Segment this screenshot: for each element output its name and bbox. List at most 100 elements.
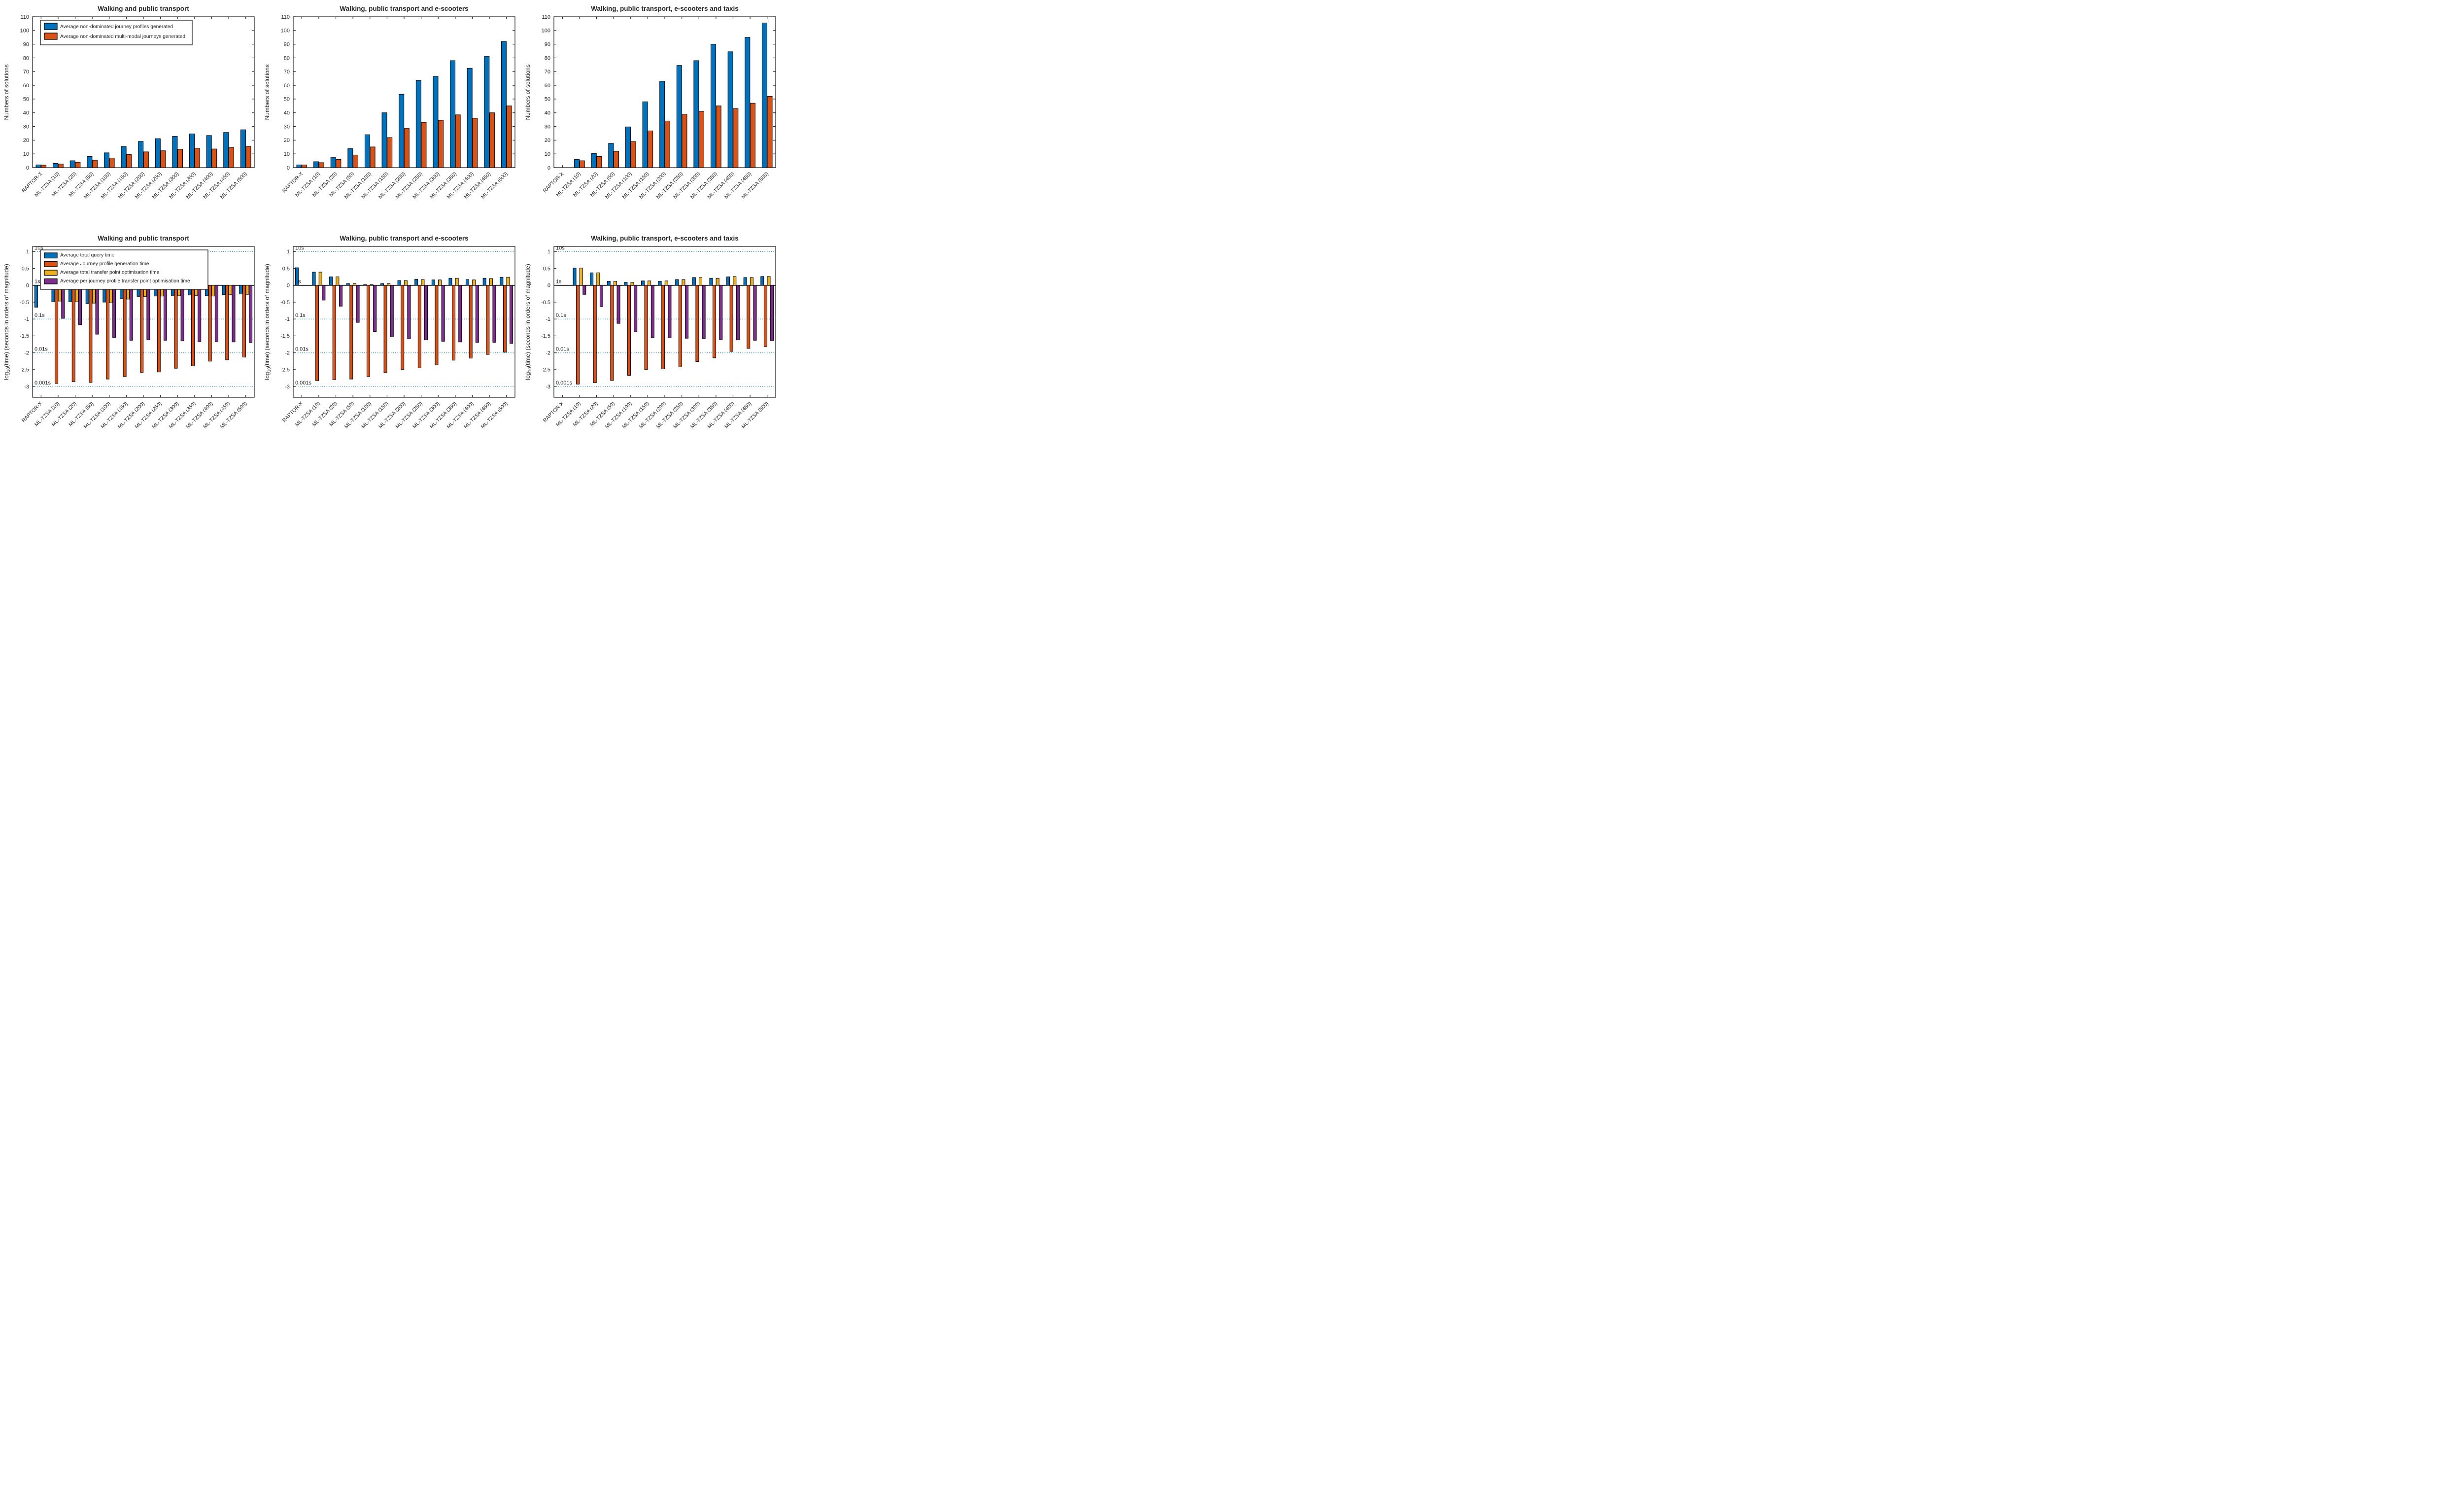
y-tick-label: 40 xyxy=(284,110,290,116)
y-tick-label: 0 xyxy=(287,165,290,171)
legend-label: Average non-dominated journey profiles g… xyxy=(60,24,173,30)
legend-label: Average per journey profile transfer poi… xyxy=(60,279,190,284)
bar-series-2-cat-8 xyxy=(174,285,178,369)
bar-series-1-cat-1 xyxy=(574,159,580,168)
y-tick-label: -1.5 xyxy=(20,333,29,339)
y-tick-label: 0 xyxy=(548,165,550,171)
bar-series-2-cat-9 xyxy=(452,285,456,361)
bar-series-2-cat-8 xyxy=(699,111,705,168)
bar-series-2-cat-6 xyxy=(661,285,665,369)
legend-box xyxy=(40,249,208,290)
bar-series-2-cat-4 xyxy=(627,285,631,376)
bar-series-2-cat-1 xyxy=(315,285,319,381)
bar-series-2-cat-11 xyxy=(750,103,755,168)
y-tick-label: -1 xyxy=(285,316,290,322)
legend-swatch-purple xyxy=(44,278,58,284)
bar-series-1-cat-0 xyxy=(295,267,299,286)
y-tick-label: 110 xyxy=(20,14,29,20)
bar-series-2-cat-7 xyxy=(157,285,161,373)
y-tick-label: 30 xyxy=(23,124,29,130)
legend-swatch-blue xyxy=(44,23,58,30)
bar-series-3-cat-1 xyxy=(579,268,583,286)
bar-series-1-cat-0 xyxy=(296,164,302,168)
bar-series-2-cat-6 xyxy=(664,120,670,168)
bar-series-3-cat-2 xyxy=(336,277,340,286)
legend-swatch-orange xyxy=(44,33,58,40)
time-scale-label: 0.01s xyxy=(295,347,308,352)
y-axis-label: Numbers of solutions xyxy=(3,65,10,120)
bar-series-1-cat-9 xyxy=(711,44,717,168)
y-tick-label: 0 xyxy=(26,165,29,171)
bar-series-3-cat-3 xyxy=(352,283,356,286)
time-scale-label: 10s xyxy=(556,245,565,251)
bar-series-2-cat-8 xyxy=(695,285,699,362)
bar-series-1-cat-2 xyxy=(330,157,336,168)
bar-series-2-cat-10 xyxy=(211,148,217,168)
y-tick-label: -3 xyxy=(546,384,550,390)
y-tick-label: 40 xyxy=(23,110,29,116)
bar-series-2-cat-9 xyxy=(191,285,195,366)
chart-panel-solutions-walk-pt-escooter-taxi: Walking, public transport, e-scooters an… xyxy=(523,3,783,232)
bar-series-4-cat-1 xyxy=(61,285,65,319)
time-scale-label: 10s xyxy=(295,245,304,251)
bar-series-3-cat-7 xyxy=(682,279,685,286)
bar-series-2-cat-5 xyxy=(383,285,387,373)
bar-series-3-cat-12 xyxy=(245,285,249,295)
chart-panel-solutions-walk-pt-escooter: Walking, public transport and e-scooters… xyxy=(263,3,522,232)
time-scale-label: 0.001s xyxy=(556,380,573,386)
bar-series-1-cat-11 xyxy=(222,285,226,295)
y-tick-label: 50 xyxy=(23,97,29,103)
bar-series-2-cat-7 xyxy=(160,150,166,168)
y-tick-label: -1.5 xyxy=(541,333,550,339)
chart-title: Walking and public transport xyxy=(98,5,189,12)
y-tick-label: 90 xyxy=(545,41,550,47)
y-tick-label: 50 xyxy=(545,97,550,103)
y-tick-label: 30 xyxy=(545,124,550,130)
bar-series-3-cat-7 xyxy=(421,279,425,286)
bar-series-1-cat-10 xyxy=(467,68,473,168)
bar-series-2-cat-11 xyxy=(225,285,229,360)
y-tick-label: 100 xyxy=(20,28,29,34)
bar-series-2-cat-1 xyxy=(579,160,585,168)
bar-series-1-cat-11 xyxy=(484,56,490,168)
bar-series-2-cat-4 xyxy=(109,158,115,168)
bar-series-1-cat-4 xyxy=(625,126,631,168)
bar-series-1-cat-2 xyxy=(590,272,594,286)
bar-series-2-cat-10 xyxy=(469,285,473,359)
bar-series-4-cat-9 xyxy=(198,285,202,342)
bar-series-1-cat-12 xyxy=(240,129,246,168)
bar-series-1-cat-5 xyxy=(641,280,645,286)
bar-series-2-cat-4 xyxy=(630,141,636,168)
bar-series-1-cat-9 xyxy=(448,278,452,286)
bar-series-3-cat-10 xyxy=(733,276,737,286)
legend-label: Average total query time xyxy=(60,253,115,258)
bar-series-2-cat-0 xyxy=(41,165,47,168)
y-axis-label: Numbers of solutions xyxy=(264,65,271,120)
bar-series-1-cat-4 xyxy=(624,282,628,286)
y-tick-label: 20 xyxy=(545,138,550,143)
bar-series-1-cat-1 xyxy=(313,161,319,168)
chart-panel-solutions-walk-pt: Walking and public transport Numbers of s… xyxy=(2,3,262,232)
y-tick-label: -3 xyxy=(24,384,29,390)
bar-series-1-cat-8 xyxy=(433,76,439,168)
bar-series-1-cat-5 xyxy=(380,283,384,286)
bar-series-3-cat-11 xyxy=(489,278,493,286)
bar-series-3-cat-11 xyxy=(750,277,753,286)
bar-series-4-cat-9 xyxy=(719,285,723,340)
bar-series-2-cat-3 xyxy=(92,160,98,168)
bar-series-2-cat-10 xyxy=(733,108,739,168)
subplot-grid: Walking and public transport Numbers of s… xyxy=(2,3,783,461)
bar-series-2-cat-1 xyxy=(58,164,64,168)
bar-series-4-cat-7 xyxy=(164,285,168,341)
bar-series-1-cat-3 xyxy=(87,156,93,168)
bar-series-2-cat-3 xyxy=(613,151,619,168)
bar-series-1-cat-4 xyxy=(364,134,370,168)
bar-series-1-cat-12 xyxy=(239,285,243,295)
chart-title: Walking, public transport and e-scooters xyxy=(340,5,468,12)
chart-svg-time-walk-pt: Walking and public transport log10(time) … xyxy=(3,235,255,430)
bar-series-3-cat-9 xyxy=(716,278,719,286)
chart-svg-solutions-walk-pt: Walking and public transport Numbers of s… xyxy=(3,5,255,200)
bar-series-4-cat-8 xyxy=(180,285,184,342)
y-tick-label: 50 xyxy=(284,97,290,103)
chart-svg-solutions-walk-pt-escooter-taxi: Walking, public transport, e-scooters an… xyxy=(524,5,776,200)
